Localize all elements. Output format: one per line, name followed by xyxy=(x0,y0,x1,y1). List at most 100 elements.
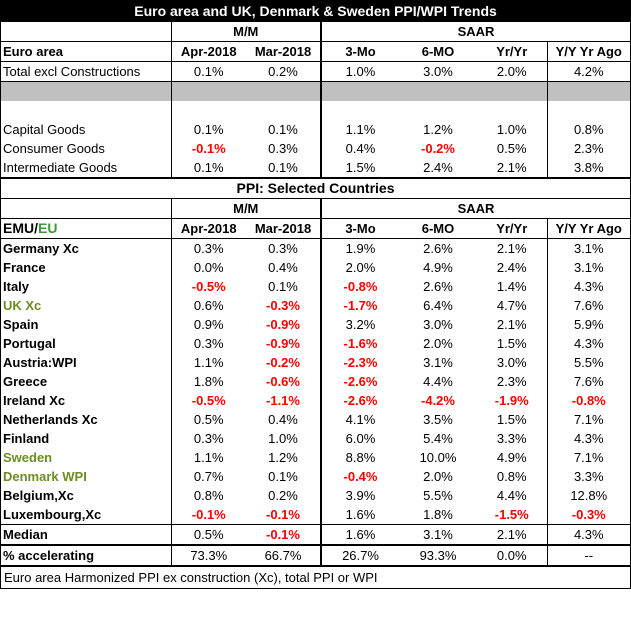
table-cell: 2.6% xyxy=(399,238,477,258)
table-cell: 4.9% xyxy=(423,260,453,275)
row-label: Spain xyxy=(3,317,39,332)
table-cell: 2.0% xyxy=(320,258,399,277)
table-cell: 3.9% xyxy=(320,486,399,505)
table-cell: 4.2% xyxy=(546,61,631,82)
table-cell: 12.8% xyxy=(546,486,631,505)
table-cell: 1.1% xyxy=(170,448,246,467)
table-cell: 6.0% xyxy=(320,429,399,448)
table-cell: 0.5% xyxy=(170,524,246,545)
table-cell: 66.7% xyxy=(246,544,321,565)
table-cell: 2.1% xyxy=(477,238,547,258)
table-cell: 26.7% xyxy=(320,544,399,565)
table-cell: -0.8% xyxy=(546,391,631,410)
table-cell: 7.6% xyxy=(546,296,631,315)
gray-separator-row xyxy=(1,81,631,101)
table-cell: 1.5% xyxy=(496,412,527,427)
col-header: Y/Y Yr Ago xyxy=(546,41,631,62)
table-cell: -2.6% xyxy=(320,391,399,410)
ppi-trends-table: Euro area and UK, Denmark & Sweden PPI/W… xyxy=(1,1,631,565)
table-cell: 0.7% xyxy=(170,467,246,486)
row-label: Ireland Xc xyxy=(3,393,66,408)
table-cell: 0.4% xyxy=(268,260,298,275)
table-cell: 7.1% xyxy=(546,410,631,429)
table-cell: 0.2% xyxy=(246,61,321,82)
table-cell: 3.0% xyxy=(423,317,453,332)
header-euro-area: Euro area xyxy=(1,41,171,62)
table-cell: 3.0% xyxy=(496,355,527,370)
table-cell: 4.3% xyxy=(546,277,631,296)
table-cell: 0.3% xyxy=(268,141,298,156)
table-cell: -1.7% xyxy=(320,296,399,315)
header-country: EMU/EU xyxy=(1,218,171,239)
country-row: Sweden 1.1% 1.2% 8.8% 10.0% 4.9% 7.1% xyxy=(1,448,631,467)
country-row: Belgium,Xc 0.8% 0.2% 3.9% 5.5% 4.4% 12.8% xyxy=(1,486,631,505)
table-cell: 0.0% xyxy=(170,258,246,277)
table-row: Capital Goods 0.1% 0.1% 1.1% 1.2% 1.0% 0.8% xyxy=(1,120,631,139)
col-header: 3-Mo xyxy=(320,41,399,62)
table-cell: 0.3% xyxy=(170,334,246,353)
table-cell: 7.1% xyxy=(546,448,631,467)
table-cell: 1.6% xyxy=(320,505,399,525)
table-cell: 3.2% xyxy=(320,315,399,334)
table-cell: 0.8% xyxy=(496,469,527,484)
table-cell: 0.1% xyxy=(268,160,298,175)
country-row: Greece 1.8% -0.6% -2.6% 4.4% 2.3% 7.6% xyxy=(1,372,631,391)
table-cell: 1.5% xyxy=(320,158,399,178)
table-cell: 1.1% xyxy=(320,120,399,139)
table-cell: 0.1% xyxy=(170,158,246,178)
table-cell: -2.6% xyxy=(320,372,399,391)
table-cell: 2.4% xyxy=(496,260,527,275)
country-row: Finland 0.3% 1.0% 6.0% 5.4% 3.3% 4.3% xyxy=(1,429,631,448)
table-cell: 2.3% xyxy=(546,139,631,158)
table-cell: 5.4% xyxy=(423,431,453,446)
table-cell: 3.0% xyxy=(399,61,477,82)
accelerating-row: % accelerating 73.3% 66.7% 26.7% 93.3% 0.0% -- xyxy=(1,544,631,565)
country-row: Austria:WPI 1.1% -0.2% -2.3% 3.1% 3.0% 5.5% xyxy=(1,353,631,372)
col-header: Y/Y Yr Ago xyxy=(546,218,631,239)
col-header: 3-Mo xyxy=(320,218,399,239)
country-row: UK Xc 0.6% -0.3% -1.7% 6.4% 4.7% 7.6% xyxy=(1,296,631,315)
table-cell: -0.4% xyxy=(320,467,399,486)
table-cell: -0.1% xyxy=(170,505,246,525)
table-cell: 0.3% xyxy=(170,429,246,448)
table-cell: 3.1% xyxy=(423,355,453,370)
table-cell: 1.0% xyxy=(496,122,527,137)
table-cell: 10.0% xyxy=(419,450,457,465)
table-cell: 1.9% xyxy=(320,238,399,258)
row-label: Consumer Goods xyxy=(3,141,105,156)
table-cell: 93.3% xyxy=(399,544,477,565)
table-cell: 1.6% xyxy=(320,524,399,545)
table-cell: -0.1% xyxy=(266,507,300,522)
table-cell: 3.5% xyxy=(423,412,453,427)
row-label: Greece xyxy=(3,374,48,389)
table-cell: 2.0% xyxy=(423,336,453,351)
table-cell: -0.5% xyxy=(170,391,246,410)
table-cell: 5.5% xyxy=(423,488,453,503)
table-cell: 0.0% xyxy=(477,544,547,565)
table-row: Total excl Constructions 0.1% 0.2% 1.0% 3.0%… xyxy=(1,61,631,82)
table-cell: 0.1% xyxy=(170,120,246,139)
row-label: Capital Goods xyxy=(3,122,86,137)
table-cell: -1.1% xyxy=(266,393,300,408)
table-cell: 2.4% xyxy=(423,160,453,175)
table-cell: 8.8% xyxy=(320,448,399,467)
table-cell: 3.1% xyxy=(546,238,631,258)
table-cell: 73.3% xyxy=(170,544,246,565)
table-cell: 2.1% xyxy=(477,524,547,545)
table-cell: 0.6% xyxy=(170,296,246,315)
table-cell: -0.2% xyxy=(421,141,455,156)
table-cell: 4.1% xyxy=(320,410,399,429)
table-cell: 0.1% xyxy=(170,61,246,82)
table-cell: 4.9% xyxy=(496,450,527,465)
table-cell: 1.2% xyxy=(268,450,298,465)
table-cell: 0.5% xyxy=(170,410,246,429)
table-cell: 0.3% xyxy=(246,238,321,258)
table-cell: 2.1% xyxy=(496,160,527,175)
table-cell: -0.1% xyxy=(246,524,321,545)
table-cell: -0.8% xyxy=(320,277,399,296)
table-cell: 1.0% xyxy=(320,61,399,82)
group-header-saar-2: SAAR xyxy=(319,198,631,219)
country-row: Denmark WPI 0.7% 0.1% -0.4% 2.0% 0.8% 3.3% xyxy=(1,467,631,486)
row-label: Belgium,Xc xyxy=(3,488,74,503)
table-cell: -0.9% xyxy=(266,336,300,351)
